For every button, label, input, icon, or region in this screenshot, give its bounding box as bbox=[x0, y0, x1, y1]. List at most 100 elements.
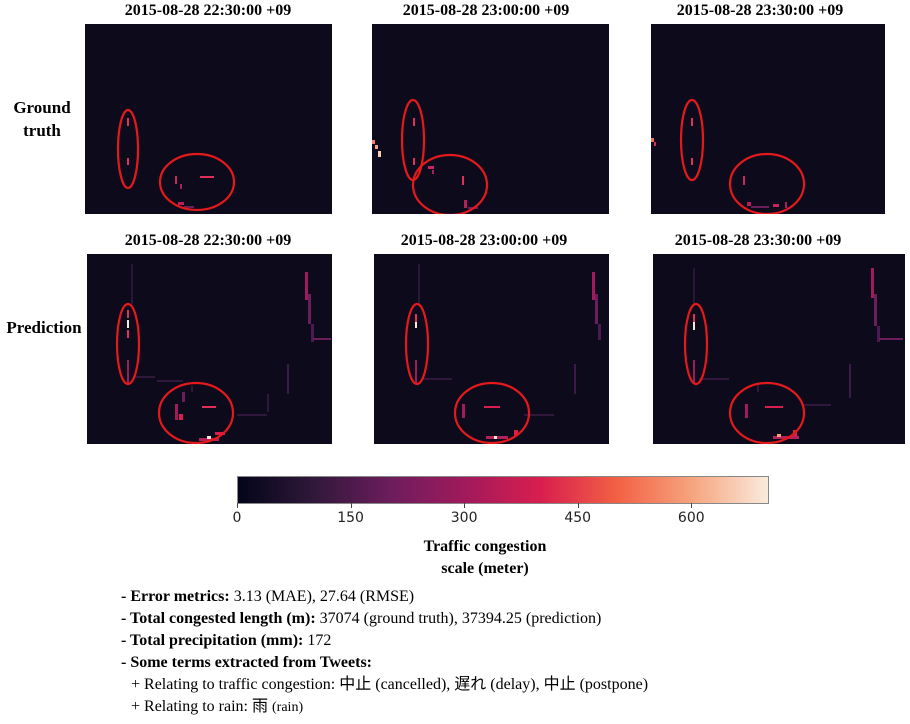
heatmap-svg bbox=[115, 264, 331, 444]
congestion-cell bbox=[215, 432, 225, 435]
heatmap-panel-prediction-2 bbox=[374, 254, 609, 444]
congestion-cell bbox=[182, 392, 185, 402]
heatmap-svg bbox=[683, 268, 903, 444]
congestion-cell bbox=[131, 264, 133, 304]
panel-title: 2015-08-28 23:30:00 +09 bbox=[674, 232, 842, 249]
congestion-cell bbox=[422, 378, 452, 380]
highlight-ellipse bbox=[683, 302, 709, 386]
congestion-cell bbox=[693, 314, 695, 322]
colorbar-label-line: Traffic congestion bbox=[423, 538, 547, 555]
panel-title: 2015-08-28 22:30:00 +09 bbox=[124, 2, 292, 19]
heatmap-panel-ground-truth-3 bbox=[651, 24, 885, 214]
congestion-cell bbox=[237, 414, 267, 416]
info-precipitation: - Total precipitation (mm): 172 bbox=[121, 630, 901, 652]
congestion-cell bbox=[372, 140, 375, 144]
congestion-cell bbox=[127, 158, 129, 165]
congestion-cell bbox=[651, 138, 654, 142]
congestion-cell bbox=[785, 202, 787, 208]
panel-title: 2015-08-28 22:30:00 +09 bbox=[124, 232, 292, 249]
congestion-cell bbox=[207, 436, 211, 439]
highlight-ellipse bbox=[157, 381, 235, 444]
congestion-cell bbox=[432, 170, 434, 174]
congestion-cell bbox=[849, 364, 851, 398]
congestion-cell bbox=[157, 380, 183, 382]
highlight-ellipse bbox=[411, 153, 489, 214]
colorbar-tick-label: 600 bbox=[677, 510, 705, 526]
heatmap-svg bbox=[651, 98, 806, 214]
info-value: 172 bbox=[303, 632, 332, 649]
congestion-cell bbox=[179, 414, 183, 420]
congestion-cell bbox=[413, 118, 415, 126]
heatmap-panel-prediction-1 bbox=[87, 254, 332, 444]
congestion-cell bbox=[699, 378, 729, 380]
highlight-ellipse bbox=[728, 381, 806, 444]
congestion-cell bbox=[415, 322, 417, 328]
congestion-cell bbox=[127, 118, 129, 126]
congestion-cell bbox=[178, 202, 184, 205]
congestion-cell bbox=[691, 158, 693, 165]
colorbar-tick-mark bbox=[691, 503, 693, 508]
congestion-cell bbox=[757, 384, 759, 392]
heatmap-panel-prediction-3 bbox=[653, 254, 905, 444]
congestion-cell bbox=[693, 322, 695, 330]
colorbar-tick-label: 450 bbox=[564, 510, 592, 526]
colorbar-tick-mark bbox=[350, 503, 352, 508]
congestion-cell bbox=[777, 434, 781, 437]
congestion-cell bbox=[127, 310, 129, 318]
colorbar-tick-mark bbox=[464, 503, 466, 508]
info-label: - Total congested length (m): bbox=[121, 610, 316, 627]
congestion-cell bbox=[127, 320, 129, 328]
congestion-cell bbox=[311, 324, 314, 342]
congestion-cell bbox=[415, 314, 417, 322]
highlight-ellipse bbox=[679, 98, 705, 182]
info-congested-length: - Total congested length (m): 37074 (gro… bbox=[121, 608, 901, 630]
colorbar-label: Traffic congestion scale (meter) bbox=[370, 536, 600, 580]
congestion-cell bbox=[592, 272, 595, 300]
congestion-cell bbox=[415, 360, 417, 384]
highlight-ellipse bbox=[404, 302, 430, 386]
info-value: 3.13 (MAE), 27.64 (RMSE) bbox=[229, 588, 415, 605]
congestion-cell bbox=[745, 404, 748, 418]
congestion-cell bbox=[313, 338, 331, 340]
info-rain-prefix: + Relating to rain: 雨 bbox=[131, 698, 273, 715]
congestion-cell bbox=[595, 294, 598, 324]
colorbar bbox=[237, 476, 769, 504]
congestion-cell bbox=[199, 438, 219, 441]
congestion-cell bbox=[308, 294, 311, 324]
row-label-line: Ground bbox=[13, 98, 71, 117]
highlight-ellipse bbox=[728, 152, 806, 214]
info-error-metrics: - Error metrics: 3.13 (MAE), 27.64 (RMSE… bbox=[121, 586, 901, 608]
heatmap-svg bbox=[372, 98, 489, 214]
congestion-cell bbox=[693, 268, 695, 304]
congestion-cell bbox=[418, 264, 420, 304]
congestion-cell bbox=[574, 364, 576, 394]
colorbar-tick-mark bbox=[577, 503, 579, 508]
info-traffic-terms: + Relating to traffic congestion: 中止 (ca… bbox=[131, 676, 649, 693]
colorbar-tick-label: 0 bbox=[232, 510, 242, 526]
congestion-cell bbox=[879, 338, 903, 340]
info-rain-suffix: (rain) bbox=[272, 700, 304, 715]
highlight-ellipse bbox=[116, 108, 140, 190]
congestion-cell bbox=[413, 158, 415, 165]
congestion-cell bbox=[751, 206, 769, 208]
congestion-cell bbox=[803, 404, 831, 406]
congestion-cell bbox=[462, 404, 465, 418]
congestion-cell bbox=[871, 268, 874, 298]
info-value: 37074 (ground truth), 37394.25 (predicti… bbox=[315, 610, 602, 627]
congestion-cell bbox=[654, 142, 656, 146]
congestion-cell bbox=[133, 376, 155, 378]
info-label: - Some terms extracted from Tweets: bbox=[121, 654, 373, 671]
colorbar-tick-mark bbox=[237, 503, 238, 508]
congestion-cell bbox=[693, 360, 695, 384]
highlight-ellipse bbox=[453, 381, 531, 444]
colorbar-tick-label: 150 bbox=[337, 510, 364, 526]
congestion-cell bbox=[375, 145, 378, 149]
heatmap-panel-ground-truth-2 bbox=[372, 24, 609, 214]
congestion-cell bbox=[175, 404, 178, 420]
heatmap-svg bbox=[404, 264, 601, 444]
congestion-cell bbox=[494, 436, 497, 439]
info-rain-terms: + Relating to rain: 雨 (rain) bbox=[121, 696, 901, 719]
congestion-cell bbox=[747, 202, 751, 206]
congestion-cell bbox=[877, 326, 880, 342]
congestion-cell bbox=[514, 430, 518, 436]
